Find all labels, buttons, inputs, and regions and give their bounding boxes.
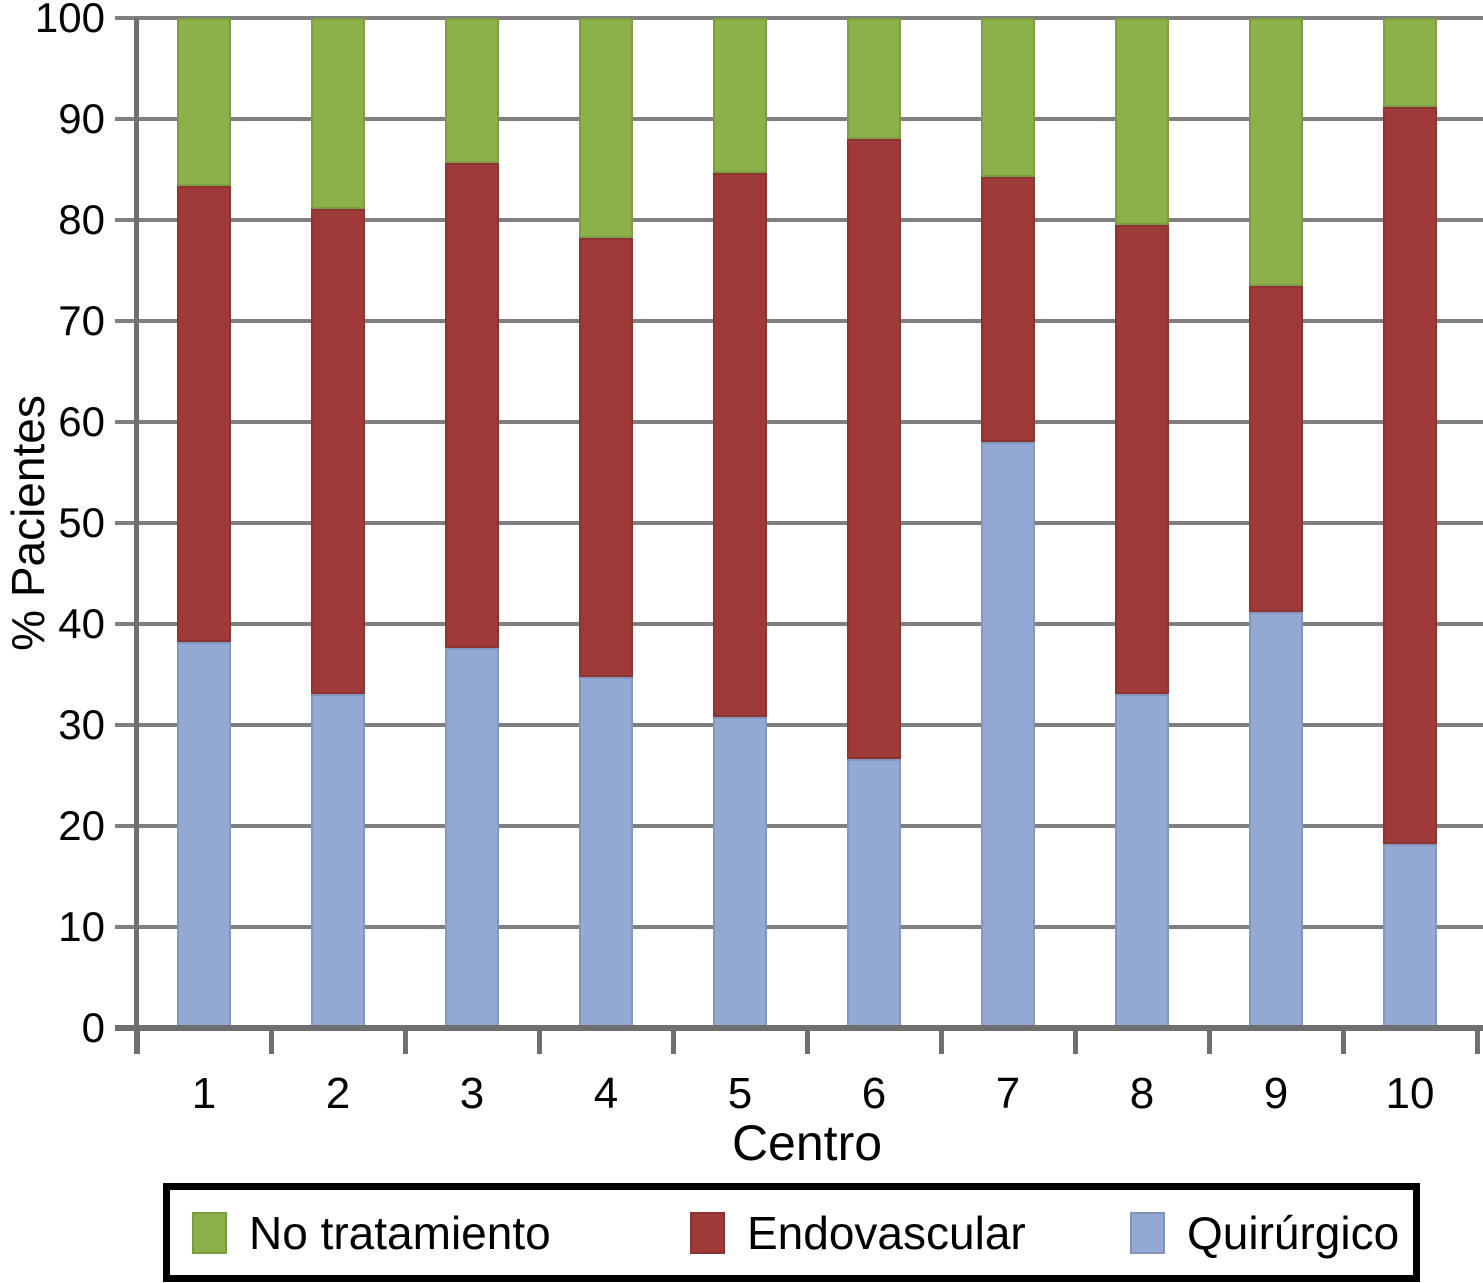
bar-9-segment-endovascular <box>1249 286 1303 612</box>
bar-9-segment-no-tratamiento <box>1249 18 1303 286</box>
bar-3-segment-quir-rgico <box>445 648 499 1028</box>
legend: No tratamiento Endovascular Quirúrgico <box>163 1183 1420 1282</box>
gridline-y-100 <box>115 16 1483 20</box>
bar-9-segment-quir-rgico <box>1249 612 1303 1028</box>
x-axis-tick-1 <box>269 1028 274 1054</box>
x-axis-tick-2 <box>403 1028 408 1054</box>
bar-8-segment-endovascular <box>1115 225 1169 694</box>
y-tick-label-100: 100 <box>34 0 105 41</box>
gridline-y-90 <box>115 117 1483 121</box>
bar-7-segment-endovascular <box>981 177 1035 442</box>
legend-item-no-tratamiento: No tratamiento <box>192 1190 551 1275</box>
y-tick-label-90: 90 <box>58 95 105 142</box>
bar-1-segment-quir-rgico <box>177 642 231 1028</box>
x-axis-tick-3 <box>537 1028 542 1054</box>
legend-swatch-icon <box>690 1211 725 1254</box>
y-tick-label-80: 80 <box>58 196 105 243</box>
gridline-y-10 <box>115 925 1483 929</box>
x-axis-tick-4 <box>671 1028 676 1054</box>
x-axis-tick-6 <box>939 1028 944 1054</box>
bar-2-segment-quir-rgico <box>311 694 365 1028</box>
legend-swatch-icon <box>192 1211 227 1254</box>
bar-10-segment-endovascular <box>1383 107 1437 844</box>
bar-1-segment-endovascular <box>177 186 231 642</box>
y-axis-line <box>134 18 139 1054</box>
bar-5-segment-no-tratamiento <box>713 18 767 173</box>
y-tick-label-30: 30 <box>58 701 105 748</box>
x-tick-label-7: 7 <box>995 1069 1021 1118</box>
bar-4-segment-endovascular <box>579 238 633 677</box>
bar-8-segment-quir-rgico <box>1115 694 1169 1028</box>
bar-4-segment-quir-rgico <box>579 677 633 1028</box>
y-tick-label-70: 70 <box>58 297 105 344</box>
gridline-y-30 <box>115 723 1483 727</box>
bar-4-segment-no-tratamiento <box>579 18 633 238</box>
legend-label: Quirúrgico <box>1187 1206 1400 1259</box>
legend-swatch-icon <box>1130 1211 1165 1254</box>
x-axis-title: Centro <box>731 1115 883 1171</box>
x-tick-label-10: 10 <box>1385 1069 1435 1118</box>
x-axis-tick-7 <box>1073 1028 1078 1054</box>
x-axis-tick-0 <box>135 1028 140 1054</box>
x-axis-tick-8 <box>1207 1028 1212 1054</box>
bar-2-segment-endovascular <box>311 209 365 694</box>
x-tick-label-4: 4 <box>593 1069 619 1118</box>
bar-10-segment-no-tratamiento <box>1383 18 1437 107</box>
bar-7-segment-quir-rgico <box>981 442 1035 1028</box>
y-tick-label-40: 40 <box>58 600 105 647</box>
gridline-y-70 <box>115 319 1483 323</box>
y-tick-label-0: 0 <box>81 1004 105 1051</box>
legend-item-quir-rgico: Quirúrgico <box>1130 1190 1399 1275</box>
gridline-y-20 <box>115 824 1483 828</box>
y-tick-label-10: 10 <box>58 903 105 950</box>
legend-item-endovascular: Endovascular <box>690 1190 1026 1275</box>
x-tick-label-9: 9 <box>1263 1069 1289 1118</box>
y-tick-label-60: 60 <box>58 398 105 445</box>
bar-5-segment-endovascular <box>713 173 767 717</box>
gridline-y-80 <box>115 218 1483 222</box>
x-tick-label-6: 6 <box>861 1069 887 1118</box>
x-tick-label-2: 2 <box>325 1069 351 1118</box>
legend-label: No tratamiento <box>249 1206 551 1259</box>
bar-5-segment-quir-rgico <box>713 717 767 1028</box>
gridline-y-40 <box>115 622 1483 626</box>
y-tick-label-50: 50 <box>58 499 105 546</box>
x-tick-label-5: 5 <box>727 1069 753 1118</box>
bar-3-segment-endovascular <box>445 163 499 648</box>
bar-8-segment-no-tratamiento <box>1115 18 1169 225</box>
bar-6-segment-quir-rgico <box>847 759 901 1028</box>
x-tick-label-3: 3 <box>459 1069 485 1118</box>
x-axis-tick-5 <box>805 1028 810 1054</box>
bar-10-segment-quir-rgico <box>1383 844 1437 1028</box>
bar-1-segment-no-tratamiento <box>177 18 231 186</box>
bar-2-segment-no-tratamiento <box>311 18 365 209</box>
x-axis-tick-9 <box>1341 1028 1346 1054</box>
y-tick-label-20: 20 <box>58 802 105 849</box>
legend-label: Endovascular <box>747 1206 1026 1259</box>
bar-3-segment-no-tratamiento <box>445 18 499 163</box>
x-tick-label-1: 1 <box>191 1069 217 1118</box>
gridline-y-50 <box>115 521 1483 525</box>
bar-6-segment-endovascular <box>847 139 901 759</box>
bar-6-segment-no-tratamiento <box>847 18 901 139</box>
gridline-y-60 <box>115 420 1483 424</box>
x-tick-label-8: 8 <box>1129 1069 1155 1118</box>
bar-7-segment-no-tratamiento <box>981 18 1035 177</box>
gridline-y-0 <box>115 1025 1483 1031</box>
x-axis-tick-10 <box>1475 1028 1480 1054</box>
